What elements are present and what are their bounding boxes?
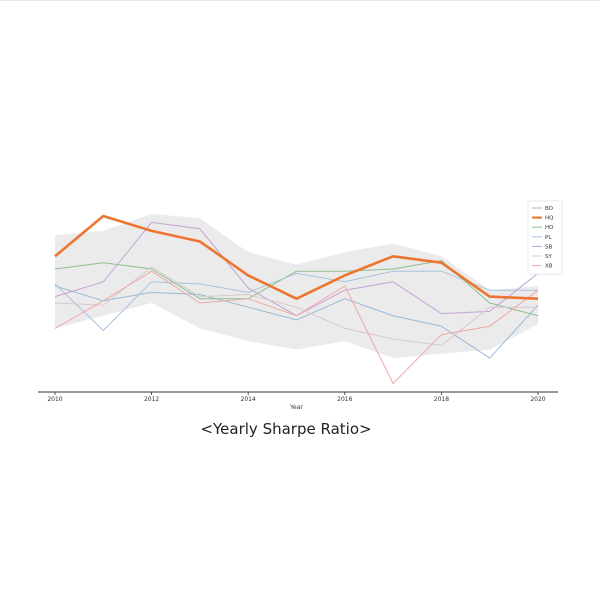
- range-band: [55, 213, 538, 359]
- legend-label-hq: HQ: [545, 216, 554, 222]
- legend-label-ho: HO: [545, 225, 554, 231]
- series-line-xb: [54, 270, 539, 384]
- x-axis: 2010 2012 2014 2016 2018 2020 Year: [38, 391, 558, 411]
- legend-label-sy: SY: [545, 254, 552, 260]
- series-line-sy: [54, 266, 538, 346]
- x-tick-label: 2018: [434, 396, 449, 403]
- x-tick-label: 2020: [530, 396, 545, 403]
- x-tick-label: 2010: [47, 396, 62, 403]
- legend: BO HQ HO PL SB SY XB: [527, 200, 563, 275]
- x-tick-label: 2016: [337, 396, 352, 403]
- legend-label-bo: BO: [545, 206, 554, 212]
- x-tick-label: 2012: [144, 396, 159, 403]
- series-line-bo: [54, 285, 539, 359]
- x-axis-label: Year: [289, 404, 303, 411]
- series-line-pl: [54, 270, 538, 331]
- legend-label-xb: XB: [545, 264, 553, 270]
- legend-label-sb: SB: [545, 244, 552, 250]
- x-tick-label: 2014: [241, 396, 256, 403]
- legend-label-pl: PL: [545, 235, 552, 241]
- series-lines-layer: [54, 214, 539, 384]
- range-band-layer: [55, 213, 538, 359]
- chart-caption: <Yearly Sharpe Ratio>: [200, 420, 372, 438]
- series-line-hq: [54, 214, 539, 301]
- top-divider: [0, 0, 600, 1]
